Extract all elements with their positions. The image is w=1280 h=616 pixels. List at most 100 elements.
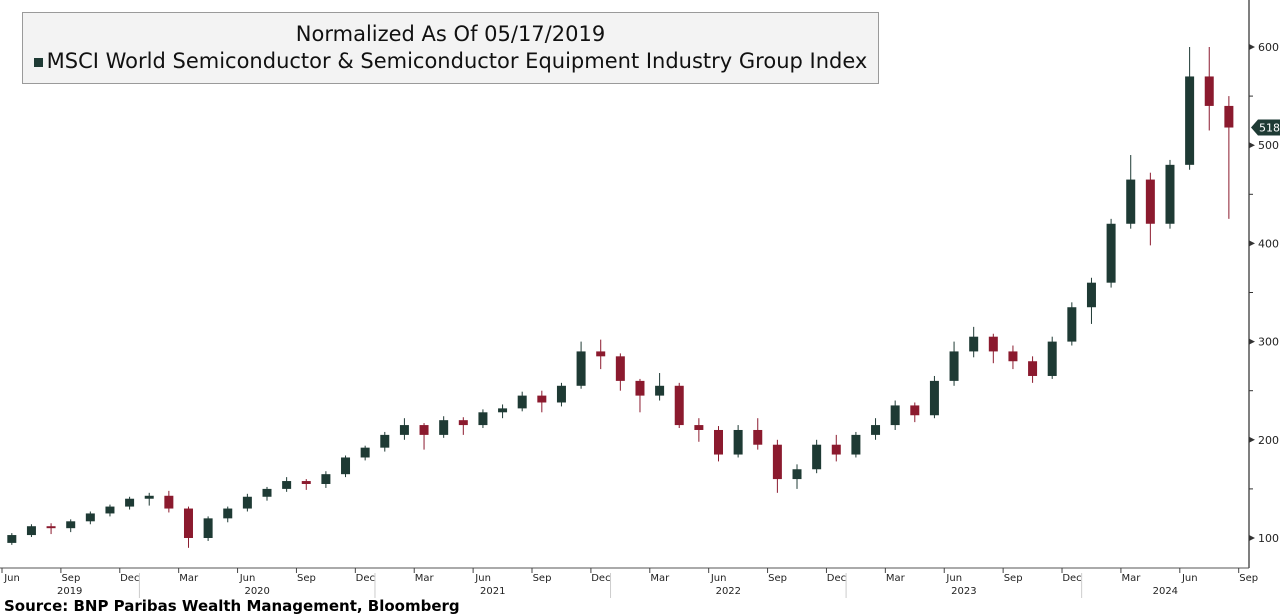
year-label: 2020 [244,586,269,597]
candle-body [1165,164,1175,224]
y-tick-label: 400 [1258,237,1279,250]
legend: Normalized As Of 05/17/2019 MSCI World S… [22,12,879,84]
candle-body [419,425,429,435]
candle-body [792,469,802,480]
candle-body [615,356,625,381]
x-tick-label: Jun [1181,573,1198,584]
candle-body [341,457,351,475]
candle-body [713,429,723,455]
year-label: 2024 [1153,586,1178,597]
candle-body [674,385,684,426]
candle-body [360,447,370,458]
candle-body [439,420,449,435]
candle-body [458,420,468,426]
last-value-label: 518.1 [1259,122,1280,135]
candle-body [105,506,115,514]
candle-body [576,351,586,386]
candle-body [812,444,822,470]
y-tick-mark [1249,44,1255,50]
x-tick-label: Sep [1004,573,1023,584]
x-tick-label: Dec [120,573,139,584]
y-tick-label: 500 [1258,139,1279,152]
candle-body [1185,76,1195,165]
legend-entry: MSCI World Semiconductor & Semiconductor… [23,48,878,75]
x-tick-label: Jun [710,573,727,584]
candle-body [753,429,763,445]
candle-body [556,385,566,403]
y-tick-label: 300 [1258,336,1279,349]
candle-body [694,425,704,430]
x-tick-label: Mar [886,573,906,584]
x-tick-label: Dec [827,573,846,584]
candle-body [988,336,998,352]
candle-body [517,395,527,409]
candle-body [399,425,409,435]
candle-body [183,508,193,538]
y-tick-mark [1249,535,1255,541]
candle-body [498,408,508,413]
candle-body [262,488,272,497]
chart-title: Normalized As Of 05/17/2019 [295,22,606,46]
candle-body [1126,179,1136,224]
candle-body [772,444,782,480]
candle-body [380,434,390,448]
candle-body [66,521,76,529]
candle-body [478,412,488,426]
x-tick-label: Mar [650,573,670,584]
y-tick-mark [1249,142,1255,149]
last-value-tag [1251,119,1280,136]
x-tick-label: Dec [356,573,375,584]
candle-body [301,481,311,484]
x-tick-label: Jun [474,573,491,584]
y-tick-mark [1249,240,1255,247]
candle-body [635,380,645,396]
candle-body [203,518,213,538]
candle-body [929,380,939,416]
year-label: 2019 [57,586,82,597]
candle-body [1106,223,1116,283]
x-tick-label: Jun [3,573,20,584]
candle-body [1008,351,1018,362]
candle-body [831,444,841,455]
candle-body [733,429,743,455]
x-tick-label: Dec [591,573,610,584]
y-tick-label: 100 [1258,532,1279,545]
x-tick-label: Sep [533,573,552,584]
y-tick-mark [1249,338,1255,345]
candle-body [1204,76,1214,106]
x-tick-label: Sep [297,573,316,584]
candle-body [85,513,95,522]
x-tick-label: Jun [945,573,962,584]
candle-body [144,495,154,499]
legend-label: MSCI World Semiconductor & Semiconductor… [46,49,868,73]
candle-body [596,351,606,357]
y-tick-label: 600 [1258,41,1279,54]
x-tick-label: Mar [1121,573,1141,584]
candle-body [223,508,233,519]
candle-body [1067,307,1077,342]
year-label: 2021 [480,586,505,597]
candle-body [1028,361,1038,376]
candle-body [282,481,292,489]
candle-body [242,496,252,509]
candle-body [851,434,861,455]
source-note: Source: BNP Paribas Wealth Management, B… [4,597,460,615]
candle-body [1086,282,1096,308]
year-label: 2022 [716,586,741,597]
legend-swatch [33,57,43,67]
candle-body [910,405,920,416]
candle-body [321,474,331,484]
candle-body [1145,179,1155,224]
x-tick-label: Sep [768,573,787,584]
candle-body [871,425,881,435]
candle-body [537,395,547,403]
candle-body [655,385,665,396]
x-tick-label: Dec [1062,573,1081,584]
y-tick-label: 200 [1258,434,1279,447]
x-tick-label: Sep [1239,573,1258,584]
y-tick-mark [1249,436,1255,443]
candle-body [969,336,979,352]
x-tick-label: Sep [61,573,80,584]
